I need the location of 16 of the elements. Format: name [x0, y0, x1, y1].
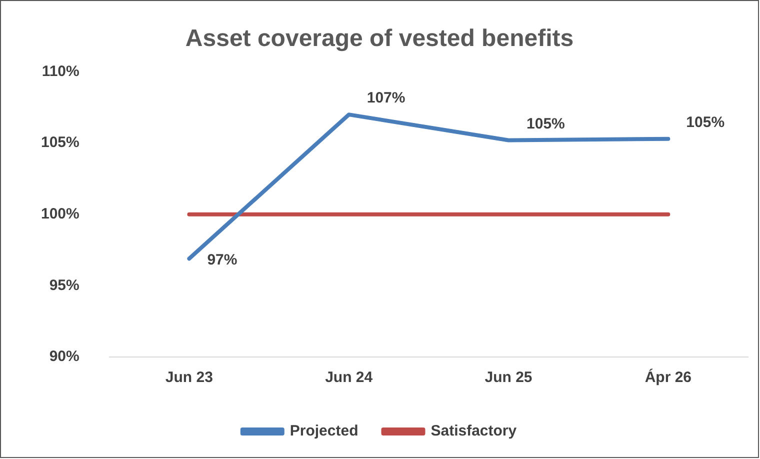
data-label: 97%: [207, 252, 238, 269]
x-tick-label: Jun 24: [325, 369, 374, 386]
legend-label: Satisfactory: [430, 422, 518, 440]
data-label: 105%: [686, 114, 725, 131]
y-tick-label: 110%: [42, 62, 80, 80]
x-tick-label: Jun 23: [165, 369, 213, 386]
legend-label: Projected: [290, 422, 358, 440]
data-label: 105%: [526, 115, 565, 132]
chart-title: Asset coverage of vested benefits: [185, 25, 574, 52]
y-tick-label: 100%: [40, 206, 80, 223]
x-tick-label: Ápr 26: [644, 368, 692, 386]
data-label: 107%: [366, 90, 406, 107]
y-tick-label: 105%: [40, 134, 80, 152]
x-tick-label: Jun 25: [484, 369, 532, 386]
y-tick-label: 95%: [49, 276, 80, 294]
y-tick-label: 90%: [49, 348, 80, 366]
